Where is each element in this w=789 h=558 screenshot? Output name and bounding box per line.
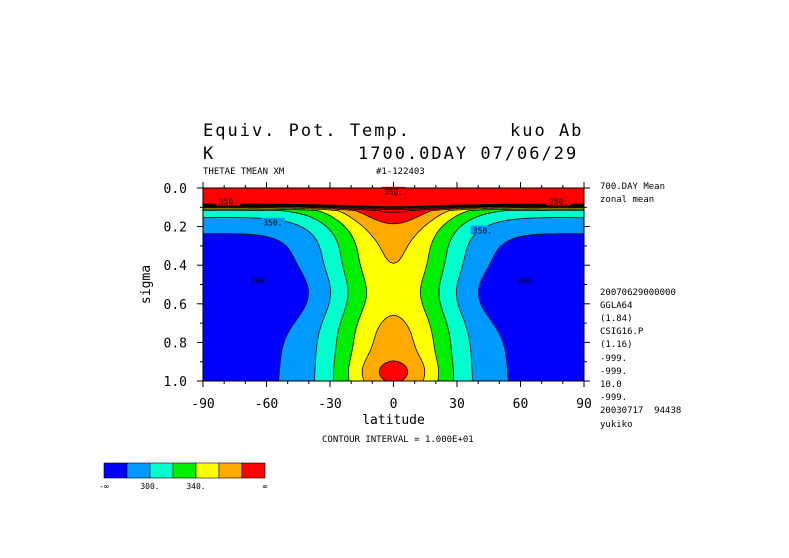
contour-390 <box>203 204 584 208</box>
x-tick-label: -60 <box>255 397 278 412</box>
x-tick-label: 0 <box>390 397 398 412</box>
info-line: zonal mean <box>600 195 655 206</box>
x-tick-label: -90 <box>191 397 214 412</box>
contour-360 <box>203 206 584 213</box>
contour-label: 300. <box>517 277 536 286</box>
info-line: (1.84) <box>600 314 633 324</box>
y-axis-title: sigma <box>139 265 154 304</box>
y-tick-label: 0.6 <box>164 298 187 313</box>
x-axis-title: latitude <box>362 413 425 428</box>
info-line: 20030717 94438 <box>600 406 682 417</box>
y-tick-label: 0.4 <box>164 259 188 274</box>
chart-title: Equiv. Pot. Temp. <box>203 121 411 141</box>
info-line: (1.16) <box>600 340 633 351</box>
colorbar-swatch <box>172 462 197 479</box>
time-label: 1700.0DAY 07/06/29 <box>358 144 579 164</box>
colorbar-swatch <box>218 462 243 479</box>
x-tick-label: -30 <box>318 397 341 412</box>
model-name: kuo Ab <box>510 121 584 141</box>
contour-370 <box>203 205 584 210</box>
info-line: GGLA64 <box>600 300 633 311</box>
units-label: K <box>203 144 216 164</box>
colorbar-swatch <box>241 462 266 479</box>
info-line: -999. <box>600 353 628 364</box>
y-tick-label: 0.0 <box>164 182 187 197</box>
contour-lines <box>203 203 584 382</box>
contour-label-bg <box>546 196 571 206</box>
contour-label-bg <box>216 196 241 206</box>
contour-300 <box>203 233 584 382</box>
info-line: 700.DAY Mean <box>600 182 666 192</box>
contour-label: 300. <box>251 277 270 286</box>
contour-label: 350. <box>549 198 568 207</box>
x-tick-label: 30 <box>449 397 465 412</box>
colorbar-label: 340. <box>186 482 205 491</box>
contour-label-bg <box>260 217 285 227</box>
contour-320 <box>203 209 584 381</box>
colorbar-swatch <box>195 462 220 479</box>
colorbar-label: 300. <box>140 482 159 491</box>
info-line: 10.0 <box>600 380 622 390</box>
info-line: -999. <box>600 366 628 377</box>
y-tick-label: 0.8 <box>164 336 187 351</box>
y-tick-label: 0.2 <box>164 221 187 236</box>
info-line: yukiko <box>600 419 633 430</box>
contour-400 <box>203 203 584 207</box>
contour-340 <box>203 207 584 382</box>
contour-330 <box>203 208 584 382</box>
y-tick-label: 1.0 <box>164 375 187 390</box>
contour-350 <box>203 206 584 382</box>
x-tick-label: 90 <box>576 397 592 412</box>
info-line: CSIG16.P <box>600 327 644 338</box>
x-tick-label: 60 <box>513 397 529 412</box>
colorbar-label: ∞ <box>263 482 268 491</box>
contour-label: 350. <box>219 198 238 207</box>
info-line: 20070629000000 <box>600 287 676 298</box>
colorbar-label: -∞ <box>99 482 109 491</box>
contour-interval-label: CONTOUR INTERVAL = 1.000E+01 <box>322 435 474 445</box>
contour-label: 350. <box>384 188 403 197</box>
colorbar-swatch <box>126 462 151 479</box>
contour-label: 350. <box>263 219 282 228</box>
variable-name: THETAE TMEAN XM <box>203 167 285 177</box>
contour-label-bg <box>381 186 406 196</box>
contour-label-bg <box>514 275 539 285</box>
contour-label: 350. <box>473 226 492 235</box>
colorbar-swatch <box>149 462 174 479</box>
run-id: #1-122403 <box>376 167 425 177</box>
info-line: -999. <box>600 393 628 404</box>
contour-label-bg <box>248 275 273 285</box>
colorbar-swatch <box>103 462 128 479</box>
contour-label-bg <box>470 225 495 235</box>
